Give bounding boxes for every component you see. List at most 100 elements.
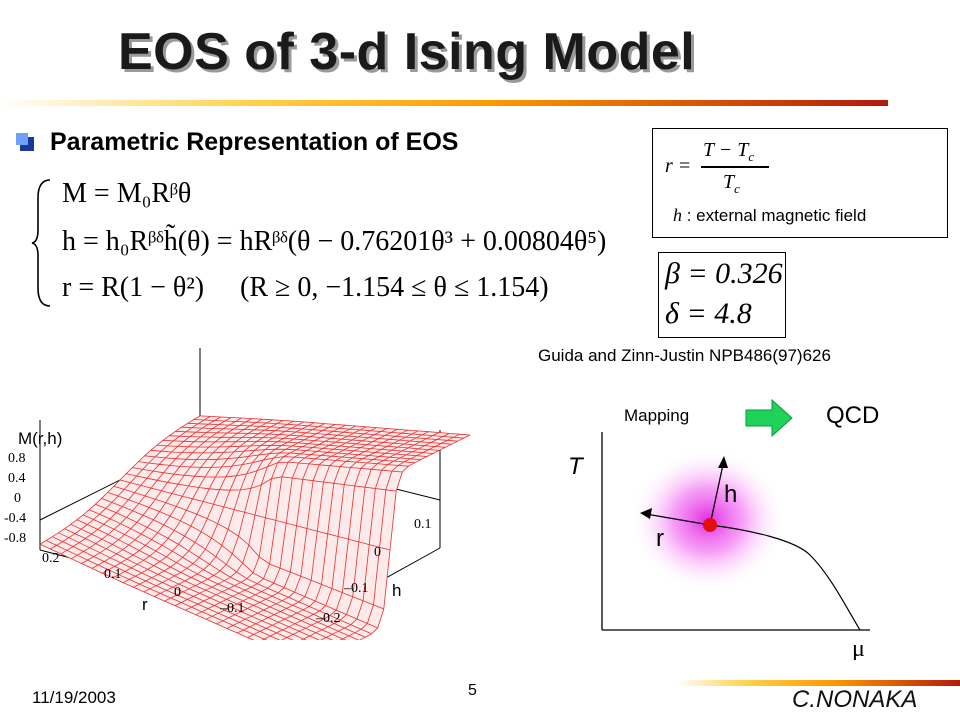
mesh-patch [236, 462, 253, 476]
mesh-patch [300, 528, 318, 581]
mesh-patch [281, 442, 299, 446]
mesh-patch [123, 579, 140, 588]
mesh-patch [218, 580, 235, 589]
mesh-patch [208, 420, 225, 425]
mesh-patch [153, 561, 171, 571]
mesh-patch [197, 569, 214, 580]
mesh-patch [215, 437, 232, 442]
mesh-patch [98, 561, 115, 570]
mesh-patch [258, 449, 276, 455]
mesh-patch [87, 556, 105, 565]
mesh-patch [410, 455, 427, 460]
mesh-patch [381, 464, 399, 472]
mesh-patch [93, 514, 110, 525]
mesh-patch [168, 575, 185, 585]
mesh-patch [316, 430, 334, 435]
mesh-patch [262, 434, 280, 438]
equation-field: h = h₀Rᵝᵟh̃(θ) = hRᵝᵟ(θ − 0.76201θ³ + 0.… [62, 226, 607, 257]
mesh-patch [290, 525, 307, 577]
mesh-patch [310, 451, 328, 456]
mesh-patch [172, 544, 189, 558]
mesh-patch [311, 622, 329, 630]
r-denominator: Tc [723, 171, 740, 197]
mesh-patch [293, 435, 311, 440]
mesh-patch [376, 442, 394, 447]
mesh-patch [385, 450, 402, 455]
mesh-patch [304, 454, 322, 459]
mesh-patch [265, 445, 282, 450]
mesh-line [199, 415, 471, 436]
mesh-line [132, 461, 403, 478]
mesh-patch [303, 635, 319, 640]
mesh-patch [245, 587, 262, 595]
h-symbol: h [673, 205, 682, 225]
mesh-patch [406, 451, 423, 456]
mesh-patch [243, 626, 260, 635]
mesh-patch [331, 536, 349, 593]
mesh-patch [171, 446, 189, 453]
mesh-patch [217, 451, 234, 460]
mesh-patch [131, 564, 148, 573]
mesh-patch [239, 421, 257, 426]
mesh-patch [261, 462, 278, 485]
mesh-patch [205, 467, 222, 478]
mesh-patch [379, 453, 396, 458]
mesh-patch [175, 452, 193, 460]
mesh-patch [259, 517, 276, 564]
mesh-patch [270, 632, 287, 640]
mesh-patch [375, 449, 392, 454]
mesh-patch [323, 615, 341, 624]
mesh-patch [363, 544, 380, 605]
mesh-patch [183, 588, 200, 597]
mesh-patch [329, 460, 347, 467]
mesh-patch [389, 436, 406, 441]
mesh-patch [381, 446, 398, 451]
mesh-patch [255, 478, 272, 518]
mesh-patch [126, 555, 144, 565]
mesh-patch [52, 532, 69, 542]
mesh-patch [139, 581, 157, 589]
mesh-patch [414, 441, 431, 446]
r-arrow-label: r [656, 525, 664, 552]
mesh-patch [358, 433, 375, 438]
mesh-patch [350, 462, 367, 469]
mesh-patch [240, 470, 257, 490]
mesh-patch [302, 463, 320, 481]
mesh-patch [175, 602, 192, 611]
h-arrow [709, 459, 725, 526]
mesh-patch [196, 428, 213, 433]
mesh-patch [219, 475, 237, 491]
mesh-patch [223, 425, 240, 430]
mesh-patch [260, 628, 277, 636]
mesh-patch [299, 628, 316, 636]
mesh-patch [352, 541, 370, 601]
mesh-patch [142, 463, 160, 472]
mesh-patch [221, 433, 238, 438]
mesh-patch [200, 459, 218, 468]
mesh-patch [340, 614, 357, 625]
mesh-patch [289, 432, 307, 436]
definition-box: r = T − Tc Tc h : external magnetic fiel… [652, 128, 948, 238]
mesh-patch [188, 441, 205, 447]
mesh-patch [114, 562, 132, 572]
mesh-patch [283, 453, 301, 458]
mesh-patch [56, 541, 74, 551]
mesh-patch [280, 608, 297, 617]
mesh-patch [270, 423, 288, 428]
mesh-patch [207, 575, 225, 584]
mesh-patch [154, 593, 171, 602]
mesh-patch [323, 445, 340, 450]
mesh-patch [225, 437, 242, 442]
mesh-patch [173, 436, 190, 442]
mesh-patch [424, 442, 442, 447]
mesh-patch [330, 610, 347, 621]
mesh-patch [287, 421, 304, 425]
mesh-patch [275, 445, 292, 450]
mesh-patch [278, 619, 295, 627]
mesh-patch [249, 623, 267, 632]
reference-citation: Guida and Zinn-Justin NPB486(97)626 [538, 346, 831, 365]
mesh-patch [106, 544, 123, 554]
mesh-patch [253, 602, 270, 610]
mesh-patch [341, 453, 359, 458]
mesh-patch [163, 465, 180, 475]
